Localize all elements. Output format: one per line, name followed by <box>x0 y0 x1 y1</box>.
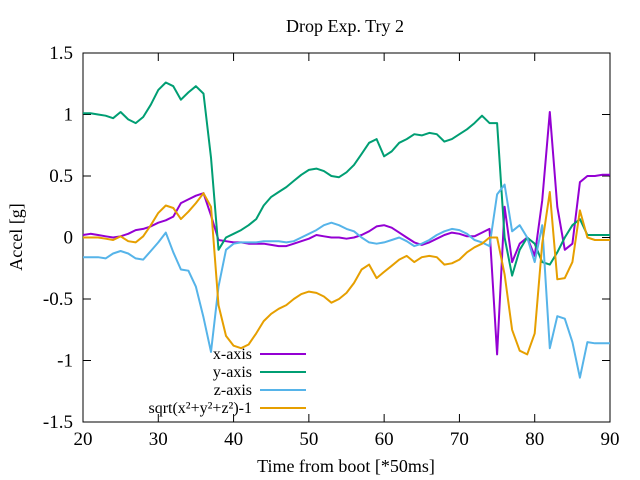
legend-label-2: y-axis <box>213 364 252 381</box>
y-tick-label: 0 <box>64 228 74 249</box>
legend-label-4: sqrt(x²+y²+z²)-1 <box>148 400 252 417</box>
chart-title: Drop Exp. Try 2 <box>286 16 404 36</box>
x-tick-label: 50 <box>299 429 318 450</box>
x-tick-label: 70 <box>450 429 469 450</box>
y-tick-label: -1 <box>57 351 73 372</box>
x-tick-label: 30 <box>149 429 168 450</box>
x-tick-label: 80 <box>525 429 544 450</box>
x-tick-label: 20 <box>74 429 93 450</box>
y-tick-label: 1 <box>64 105 74 126</box>
axis-ticks: 20 30 40 50 60 70 80 90 -1.5 -1 -0.5 0 0.5 1 1.5 <box>43 43 620 450</box>
y-tick-label: -1.5 <box>43 412 73 433</box>
series-lines <box>82 81 610 379</box>
series-line-2 <box>83 81 610 277</box>
series-line-3 <box>83 183 610 379</box>
x-tick-label: 90 <box>601 429 620 450</box>
legend-label-1: x-axis <box>213 346 252 363</box>
series-line-4 <box>83 191 610 356</box>
series-line-1 <box>82 111 610 356</box>
y-tick-label: -0.5 <box>43 289 73 310</box>
x-tick-label: 60 <box>375 429 394 450</box>
x-axis-label: Time from boot [*50ms] <box>257 456 435 476</box>
x-tick-label: 40 <box>224 429 243 450</box>
legend-label-3: z-axis <box>214 382 252 399</box>
y-tick-label: 1.5 <box>49 43 73 64</box>
y-axis-label: Accel [g] <box>6 203 26 270</box>
y-tick-label: 0.5 <box>49 166 73 187</box>
